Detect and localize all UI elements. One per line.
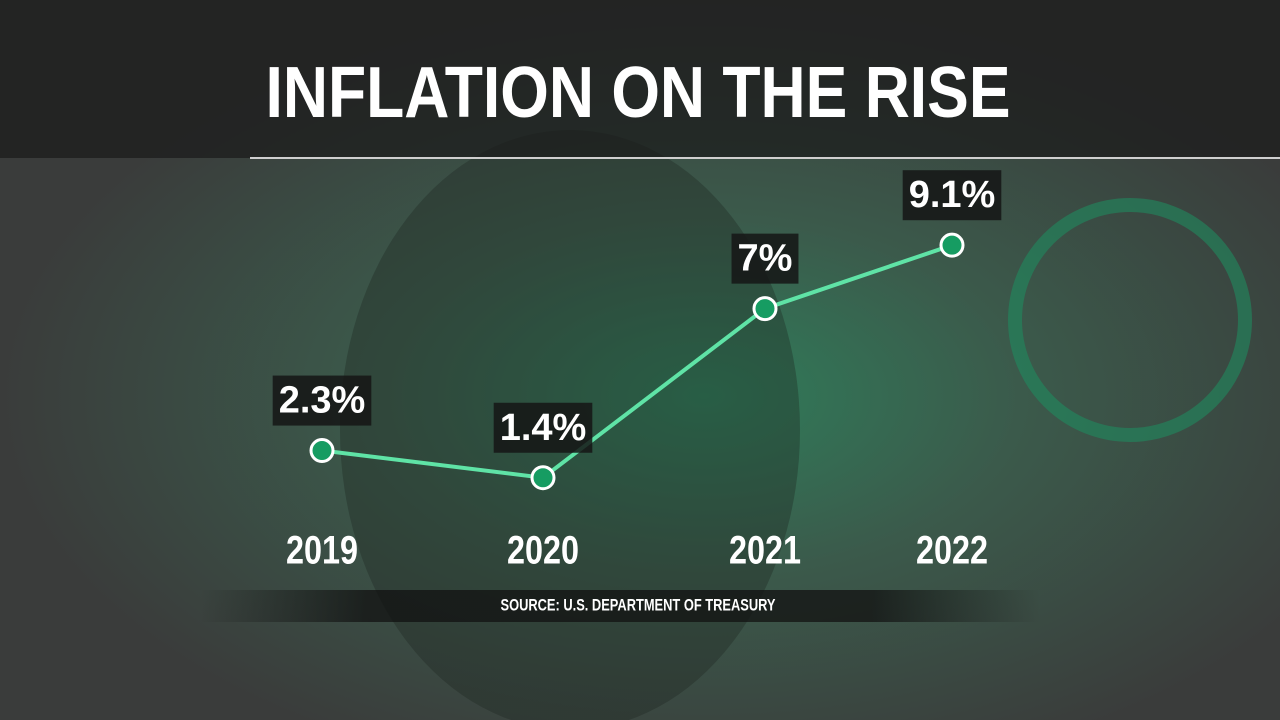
value-label-group: 7% xyxy=(731,233,799,284)
value-label-group: 2.3% xyxy=(272,375,372,426)
source-note: SOURCE: U.S. DEPARTMENT OF TREASURY xyxy=(501,595,776,614)
data-point xyxy=(309,438,335,464)
data-point xyxy=(752,296,778,322)
x-tick-label: 2021 xyxy=(729,529,801,573)
value-label-box xyxy=(731,233,799,284)
seal xyxy=(1008,198,1252,442)
data-line xyxy=(321,243,953,480)
value-label: 9.1% xyxy=(909,174,996,216)
data-point xyxy=(939,232,965,258)
value-label: 7% xyxy=(738,238,793,280)
source-band xyxy=(200,590,1040,622)
data-point xyxy=(530,465,556,491)
value-label-box xyxy=(272,375,372,426)
value-label-group: 9.1% xyxy=(902,170,1002,221)
value-label: 1.4% xyxy=(500,407,587,449)
value-label: 2.3% xyxy=(279,380,366,422)
x-tick-label: 2020 xyxy=(507,529,579,573)
value-label-box xyxy=(902,170,1002,221)
value-label-box xyxy=(493,402,593,453)
value-label-group: 1.4% xyxy=(493,402,593,453)
chart-title: INFLATION ON THE RISE xyxy=(266,53,1011,133)
x-tick-label: 2022 xyxy=(916,529,988,573)
title-band xyxy=(0,0,1280,158)
x-tick-label: 2019 xyxy=(286,529,358,573)
